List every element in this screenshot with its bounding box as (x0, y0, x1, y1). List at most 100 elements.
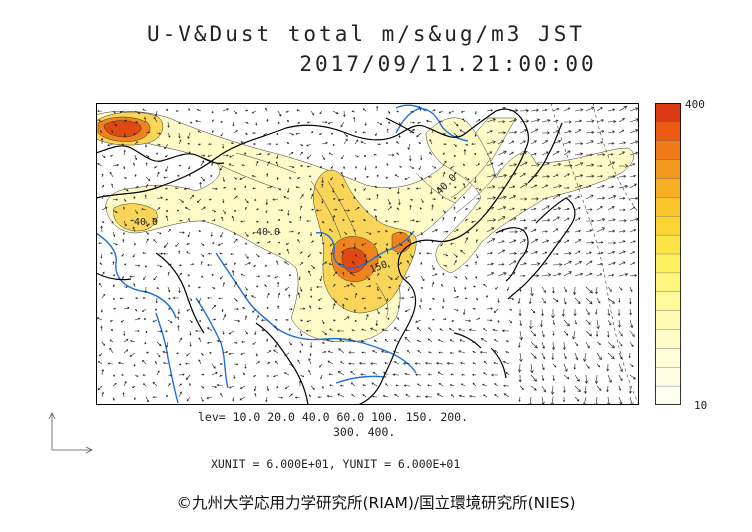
wind-arrow (409, 198, 414, 201)
wind-arrow (112, 382, 117, 387)
wind-arrow (629, 308, 632, 316)
wind-arrow (493, 308, 499, 314)
wind-arrow (119, 297, 125, 300)
wind-arrow (552, 272, 562, 277)
wind-arrow (431, 264, 435, 271)
wind-arrow (233, 187, 236, 190)
wind-arrow (321, 176, 324, 184)
wind-arrow (200, 176, 205, 182)
wind-arrow (364, 165, 367, 171)
wind-arrow (541, 308, 544, 317)
wind-arrow (529, 319, 533, 330)
wind-arrow (472, 307, 477, 310)
wind-arrow (585, 119, 595, 123)
wind-arrow (552, 162, 562, 167)
wind-arrow (348, 362, 356, 366)
wind-arrow (353, 229, 356, 233)
wind-arrow (585, 174, 595, 178)
wind-arrow (552, 174, 559, 178)
wind-arrow (118, 361, 125, 365)
wind-arrow (332, 283, 336, 288)
wind-arrow (541, 184, 549, 189)
wind-arrow (618, 184, 629, 189)
wind-arrow (167, 132, 171, 138)
wind-arrow (404, 275, 411, 279)
wind-arrow (263, 132, 268, 136)
wind-arrow (144, 116, 147, 123)
coastline (425, 108, 530, 149)
wind-arrow (431, 281, 435, 288)
wind-arrow (297, 239, 301, 244)
legend-swatch (655, 235, 681, 255)
wind-arrow (475, 275, 478, 279)
wind-arrow (220, 132, 224, 137)
wind-arrow (144, 264, 147, 269)
wind-arrow (629, 363, 634, 367)
wind-arrow (310, 110, 315, 116)
wind-arrow (552, 363, 557, 368)
wind-arrow (233, 297, 238, 302)
wind-arrow (574, 184, 583, 189)
wind-arrow (211, 318, 217, 321)
wind-arrow (255, 208, 259, 211)
wind-arrow (360, 373, 367, 376)
wind-arrow (308, 369, 312, 376)
wind-arrow (306, 219, 311, 223)
wind-arrow (428, 373, 433, 376)
wind-arrow (310, 295, 313, 299)
coastline (357, 147, 527, 405)
wind-arrow (415, 187, 422, 190)
wind-arrow (596, 196, 606, 200)
wind-arrow (372, 350, 378, 354)
wind-arrow (574, 239, 582, 244)
wind-arrow (233, 281, 237, 288)
wind-arrow (332, 214, 336, 222)
wind-arrow (508, 140, 515, 145)
wind-arrow (472, 362, 477, 365)
map-frame (96, 103, 639, 405)
wind-arrow (133, 132, 136, 136)
wind-arrow (475, 163, 481, 167)
wind-arrow (618, 219, 627, 223)
wind-arrow (321, 341, 325, 344)
wind-arrow (156, 152, 159, 156)
wind-arrow (409, 110, 415, 113)
wind-arrow (618, 352, 623, 360)
wind-arrow (464, 319, 472, 322)
wind-arrow (442, 160, 447, 167)
wind-arrow (197, 286, 202, 289)
wind-arrow (607, 142, 615, 145)
wind-arrow (252, 308, 257, 313)
coastline (490, 347, 507, 379)
wind-arrow (348, 338, 356, 343)
wind-arrow (463, 308, 466, 315)
wind-arrow (101, 293, 106, 299)
wind-arrow (629, 262, 636, 266)
wind-arrow (353, 116, 356, 123)
border (385, 117, 415, 134)
wind-arrow (596, 297, 601, 304)
wind-arrow (607, 374, 612, 383)
wind-arrow (100, 325, 103, 332)
border (96, 145, 225, 164)
wind-arrow (583, 385, 588, 394)
river (395, 104, 427, 112)
wind-arrow (450, 165, 455, 169)
wind-arrow (219, 252, 224, 255)
wind-arrow (132, 226, 136, 233)
wind-arrow (240, 141, 246, 145)
wind-arrow (453, 132, 458, 138)
wind-arrow (307, 253, 312, 258)
wind-arrow (167, 286, 171, 293)
wind-arrow (321, 351, 327, 354)
wind-arrow (277, 187, 282, 191)
wind-arrow (200, 160, 205, 167)
wind-arrow (274, 318, 279, 321)
wind-arrow (363, 307, 367, 310)
wind-arrow (109, 339, 114, 343)
wind-arrow (277, 252, 282, 255)
wind-arrow (419, 304, 422, 310)
wind-arrow (299, 164, 304, 167)
wind-arrow (462, 163, 466, 167)
wind-arrow (123, 306, 130, 310)
